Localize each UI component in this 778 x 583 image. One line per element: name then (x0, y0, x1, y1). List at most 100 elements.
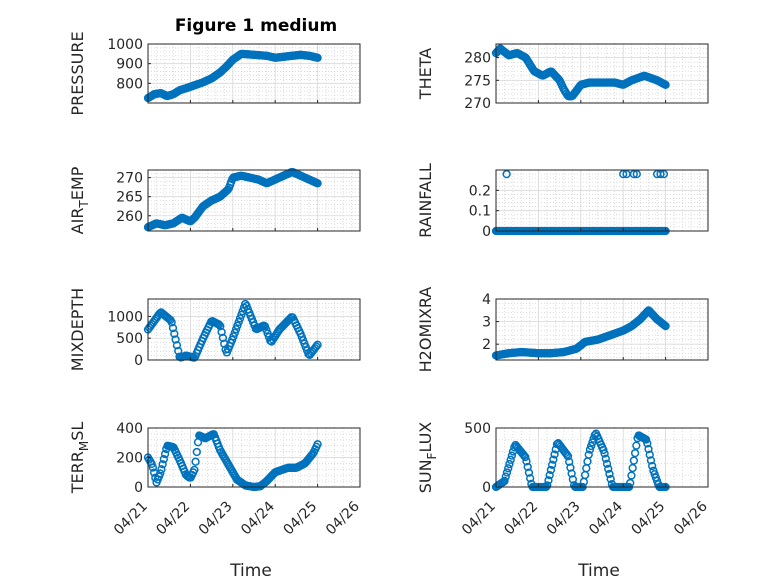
y-tick-label: 0 (482, 480, 491, 496)
data-point (230, 328, 239, 337)
data-point (546, 465, 556, 475)
data-point (644, 444, 653, 454)
y-tick-label: 500 (464, 421, 491, 437)
x-tick-label: 04/26 (323, 498, 363, 538)
data-point (524, 468, 534, 477)
y-tick-label: 0 (134, 353, 143, 369)
data-point (600, 449, 609, 458)
data-point (545, 470, 554, 480)
data-point (158, 460, 167, 469)
data-point (157, 465, 166, 474)
data-point (523, 462, 532, 472)
data-point (233, 321, 242, 330)
y-tick-label: 265 (116, 190, 143, 206)
y-axis-label: PRESSURE (68, 31, 87, 115)
y-axis-label: THETA (416, 48, 435, 100)
subplot-rainfall: 0 0.1 0.2 RAINFALL (416, 163, 709, 240)
y-tick-label: 200 (116, 451, 143, 467)
data-point (599, 445, 608, 455)
x-tick-label: 04/25 (281, 499, 321, 539)
data-point (641, 435, 651, 444)
data-point (562, 450, 571, 459)
data-point (170, 329, 179, 338)
y-tick-label: 0 (134, 480, 143, 496)
x-tick-label: 04/25 (629, 499, 669, 539)
data-point (504, 464, 513, 473)
data-point (547, 460, 557, 469)
chart-title: Figure 1 medium (175, 16, 337, 36)
subplot-air-temp: 260 265 270 AIRTEMP (68, 166, 361, 234)
data-point (629, 456, 639, 465)
x-axis-label: Time (229, 561, 272, 581)
y-tick-label: 0.2 (469, 183, 491, 199)
data-point (172, 341, 182, 350)
subplot-mixdepth: 0 500 1000 MIXDEPTH (68, 288, 361, 371)
y-axis-label: MIXDEPTH (68, 288, 87, 371)
data-point (584, 450, 593, 459)
data-point (632, 169, 641, 179)
y-tick-label: 400 (116, 421, 143, 437)
data-point (628, 463, 637, 473)
data-point (627, 471, 636, 480)
y-tick-label: 270 (464, 96, 491, 112)
data-point (262, 325, 271, 335)
data-point (606, 474, 615, 484)
data-point (602, 459, 612, 468)
y-axis-label: RAINFALL (416, 163, 435, 238)
x-tick-label: 04/24 (238, 498, 278, 538)
data-point (313, 440, 322, 449)
y-axis-label: H2OMIXRA (416, 287, 435, 373)
subplot-pressure: 800 900 1000 PRESSURE Figure 1 medium (68, 16, 361, 116)
x-axis-label: Time (577, 561, 620, 581)
subplot-sun-flux: 0 500 SUNFLUX 04/21 04/22 04/23 04/24 04/25 04/2… (416, 421, 711, 581)
data-point (604, 464, 613, 474)
y-axis-label: SUNFLUX (416, 422, 439, 494)
data-point (659, 169, 669, 179)
subplot-theta: 270 275 280 THETA (416, 43, 709, 112)
y-tick-label: 900 (116, 57, 143, 73)
data-point (237, 310, 246, 319)
axes-box (495, 298, 709, 361)
data-point (235, 314, 245, 323)
data-point (229, 332, 238, 341)
data-point (544, 476, 553, 485)
data-point (167, 318, 176, 327)
data-point (501, 472, 510, 481)
data-point (313, 179, 322, 188)
axes-box (147, 43, 361, 104)
data-point (563, 452, 573, 461)
data-point (630, 448, 640, 458)
data-point (626, 478, 635, 488)
data-point (601, 454, 610, 463)
y-tick-label: 275 (464, 73, 491, 89)
data-point (148, 463, 158, 472)
x-tick-label: 04/21 (111, 499, 151, 539)
data-point (583, 457, 592, 466)
data-point (160, 449, 170, 459)
data-point (313, 53, 322, 62)
data-point (171, 335, 180, 344)
x-tick-label: 04/21 (459, 499, 499, 539)
data-point (646, 456, 656, 465)
y-axis-label: AIRTEMP (68, 166, 91, 234)
data-point (643, 439, 652, 448)
y-tick-label: 4 (482, 292, 491, 308)
axes-box (147, 169, 361, 232)
data-point (507, 451, 517, 460)
y-tick-label: 270 (116, 171, 143, 187)
data-point (605, 469, 614, 479)
axes-box (495, 43, 709, 104)
x-tick-label: 04/22 (153, 499, 193, 539)
data-point (526, 474, 535, 483)
x-tick-label: 04/23 (196, 499, 236, 539)
data-point (502, 169, 511, 179)
data-point (214, 320, 224, 329)
data-point (645, 450, 654, 459)
data-point (506, 455, 515, 464)
y-tick-label: 2 (482, 337, 491, 353)
data-point (191, 457, 200, 466)
data-point (502, 468, 512, 477)
x-tick-label: 04/24 (586, 498, 626, 538)
data-point (231, 325, 241, 334)
